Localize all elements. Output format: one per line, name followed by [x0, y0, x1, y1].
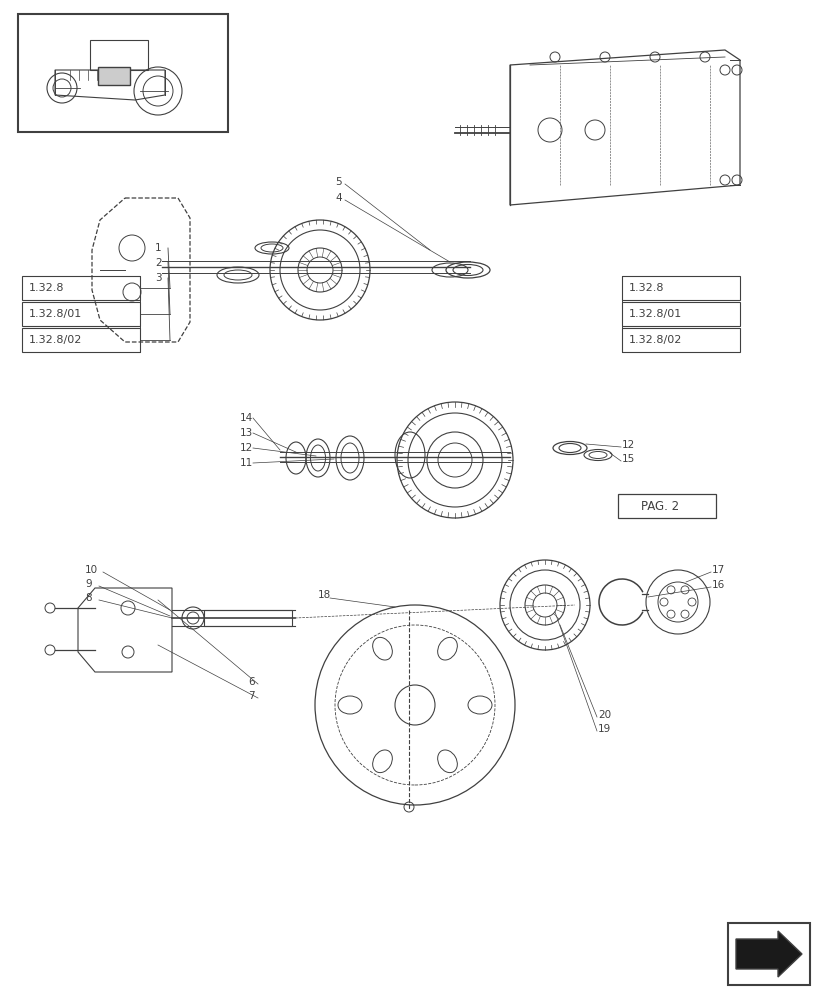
Text: 5: 5 — [335, 177, 342, 187]
Text: PAG. 2: PAG. 2 — [640, 499, 678, 512]
Bar — [18, 14, 227, 132]
Bar — [22, 302, 140, 326]
Text: 1.32.8/02: 1.32.8/02 — [29, 335, 82, 345]
Text: 17: 17 — [711, 565, 724, 575]
Bar — [203, 610, 292, 626]
Bar — [98, 67, 130, 85]
Text: 18: 18 — [318, 590, 331, 600]
Text: 14: 14 — [240, 413, 253, 423]
Text: 16: 16 — [711, 580, 724, 590]
Text: 13: 13 — [240, 428, 253, 438]
Text: 8: 8 — [85, 593, 92, 603]
Text: 3: 3 — [155, 273, 161, 283]
Text: 2: 2 — [155, 258, 161, 268]
Text: 1.32.8/02: 1.32.8/02 — [629, 335, 681, 345]
Bar — [621, 328, 739, 352]
Text: 1.32.8/01: 1.32.8/01 — [629, 309, 681, 319]
Text: 12: 12 — [240, 443, 253, 453]
Bar — [22, 328, 140, 352]
Text: 11: 11 — [240, 458, 253, 468]
Bar — [727, 923, 809, 985]
Bar — [621, 302, 739, 326]
Text: 12: 12 — [621, 440, 634, 450]
Polygon shape — [735, 931, 801, 977]
Text: 1.32.8/01: 1.32.8/01 — [29, 309, 82, 319]
Text: 15: 15 — [621, 454, 634, 464]
Text: 1: 1 — [155, 243, 161, 253]
Text: 6: 6 — [248, 677, 255, 687]
Bar — [22, 276, 140, 300]
Text: 9: 9 — [85, 579, 92, 589]
Text: 10: 10 — [85, 565, 98, 575]
Text: 20: 20 — [597, 710, 610, 720]
Text: 19: 19 — [597, 724, 610, 734]
Text: 1.32.8: 1.32.8 — [629, 283, 664, 293]
Text: 1.32.8: 1.32.8 — [29, 283, 65, 293]
Text: 7: 7 — [248, 691, 255, 701]
Text: 4: 4 — [335, 193, 342, 203]
Bar — [621, 276, 739, 300]
Bar — [617, 494, 715, 518]
